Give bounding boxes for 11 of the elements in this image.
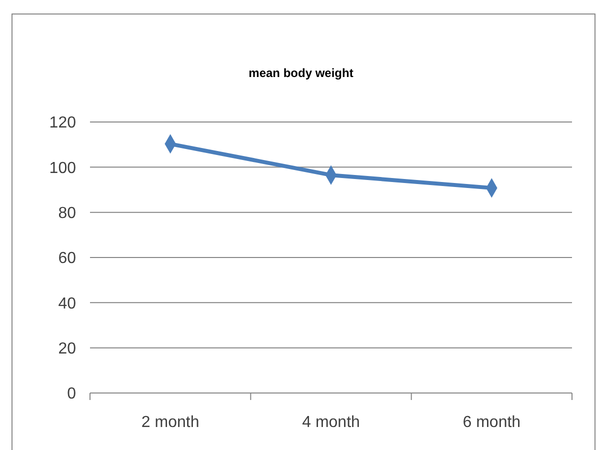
- chart-title: mean body weight: [248, 66, 354, 80]
- y-tick-label: 40: [58, 295, 76, 312]
- y-tick-label: 120: [49, 114, 76, 132]
- x-tick-label: 6 month: [462, 414, 521, 431]
- y-tick-label: 0: [67, 386, 76, 403]
- y-tick-label: 80: [58, 204, 76, 222]
- y-tick-label: 100: [49, 160, 76, 177]
- x-tick-label: 2 month: [141, 414, 200, 431]
- y-tick-label: 60: [58, 250, 76, 268]
- y-tick-label: 20: [58, 340, 76, 358]
- x-tick-label: 4 month: [302, 414, 360, 431]
